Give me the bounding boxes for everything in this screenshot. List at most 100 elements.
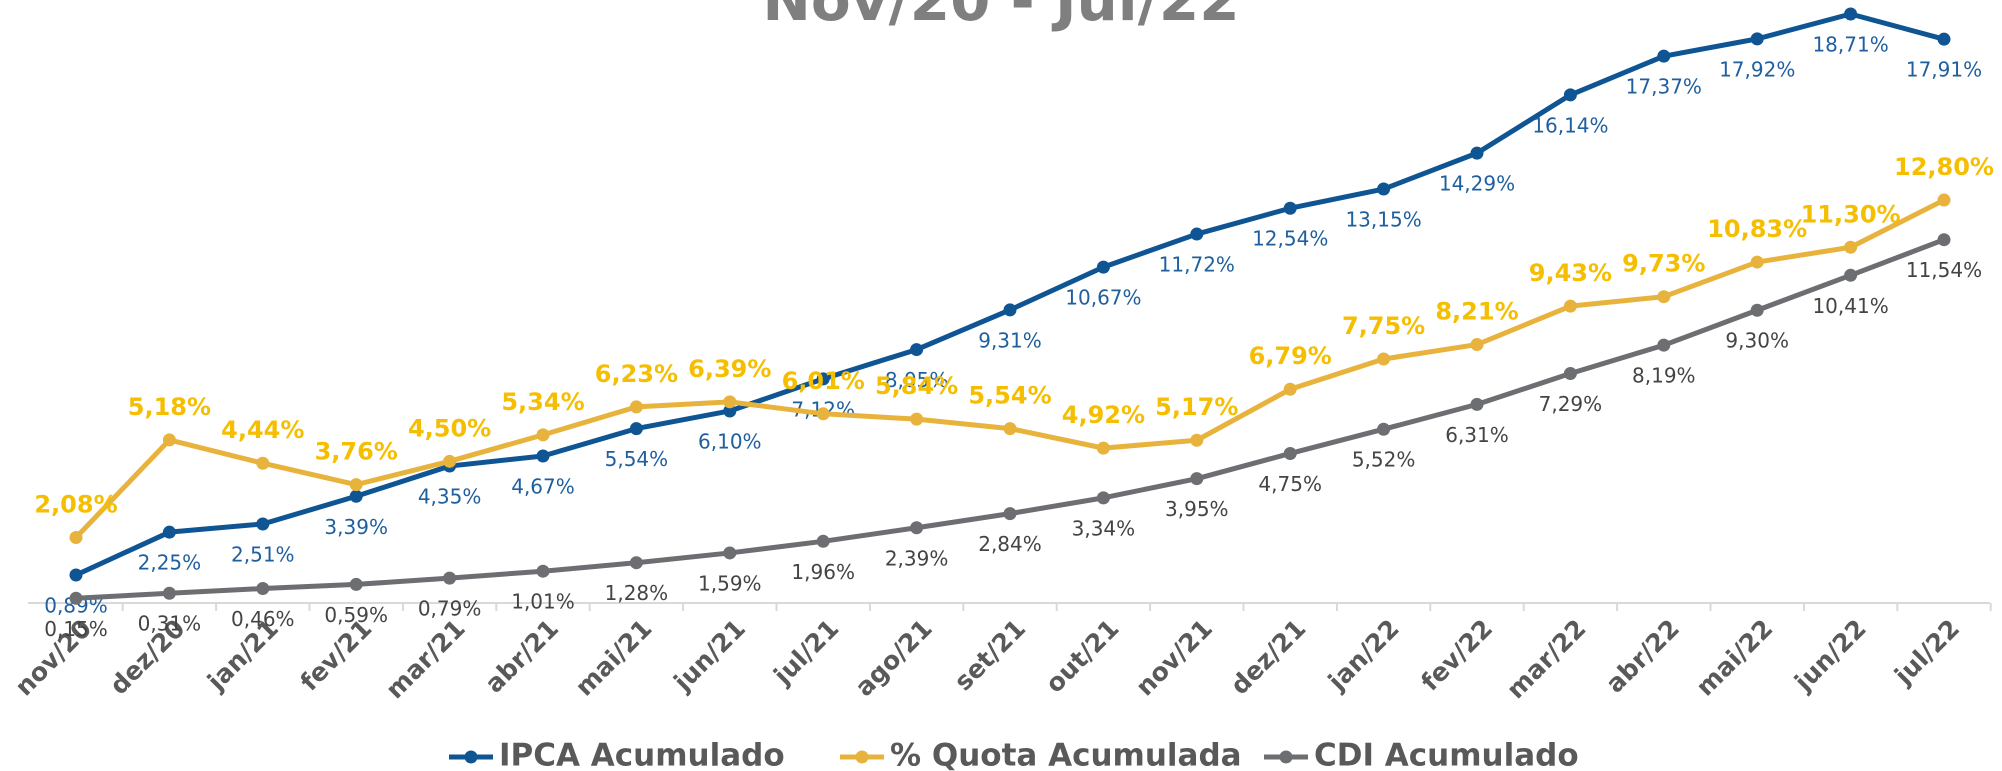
data-point [1563,299,1577,313]
data-point [629,556,643,570]
data-point [816,534,830,548]
x-tick-label: mai/21 [570,614,658,702]
data-point [1937,32,1951,46]
chart-title: Nov/20 - Jul/22 [762,0,1239,34]
x-tick-label: nov/21 [1130,614,1218,702]
x-tick-label: mai/22 [1690,614,1778,702]
data-label: 17,37% [1626,75,1702,99]
data-point [536,428,550,442]
data-point [256,517,270,531]
data-label: 9,31% [978,328,1042,352]
data-point [1470,146,1484,160]
data-label: 9,43% [1529,259,1612,287]
data-label: 5,84% [875,372,958,400]
data-point [1190,227,1204,241]
x-tick-label: abr/22 [1600,614,1685,699]
data-point [69,568,83,582]
data-label: 3,39% [324,515,388,539]
data-label: 8,21% [1435,298,1518,326]
data-label: 5,54% [968,382,1051,410]
data-point [536,449,550,463]
data-point [1470,338,1484,352]
data-label: 6,10% [698,429,762,453]
data-point [1283,201,1297,215]
data-label: 3,95% [1165,497,1229,521]
data-point [1190,433,1204,447]
data-point [1003,507,1017,521]
data-point [162,586,176,600]
data-point [816,372,830,386]
data-point [349,478,363,492]
data-label: 9,73% [1622,250,1705,278]
data-label: 6,79% [1249,342,1332,370]
data-label: 5,52% [1352,448,1416,472]
data-point [1563,367,1577,381]
data-point [256,456,270,470]
data-label: 1,59% [698,571,762,595]
data-label: 0,15% [44,617,108,641]
data-label: 8,05% [885,368,949,392]
x-tick-label: jun/21 [667,614,751,698]
data-point [629,400,643,414]
x-tick-label: jul/22 [1888,614,1965,691]
data-point [349,577,363,591]
x-tick-label: ago/21 [849,614,937,702]
data-label: 4,35% [418,485,482,509]
data-point [1377,352,1391,366]
data-label: 4,44% [221,416,304,444]
data-label: 3,34% [1072,516,1136,540]
data-label: 0,46% [231,607,295,631]
data-label: 9,30% [1725,329,1789,353]
x-tick-label: jul/21 [767,614,844,691]
data-point [1750,303,1764,317]
data-point [1937,193,1951,207]
data-label: 6,01% [782,367,865,395]
data-label: 5,54% [605,447,669,471]
legend-label: CDI Acumulado [1314,738,1579,771]
data-point [1657,290,1671,304]
data-point [1096,260,1110,274]
data-label: 2,25% [138,551,202,575]
data-point [69,531,83,545]
data-point [349,489,363,503]
data-label: 12,80% [1894,153,1994,181]
data-label: 1,01% [511,590,575,614]
data-point [1470,397,1484,411]
data-label: 10,83% [1707,215,1807,243]
data-point [1096,491,1110,505]
legend-marker [855,750,869,764]
data-label: 17,92% [1719,57,1795,81]
data-point [910,343,924,357]
data-label: 14,29% [1439,172,1515,196]
data-label: 11,30% [1801,200,1901,228]
data-point [162,433,176,447]
data-label: 12,54% [1252,227,1328,251]
data-point [1563,88,1577,102]
data-point [1283,446,1297,460]
x-tick-label: mar/21 [380,614,471,705]
data-point [256,582,270,596]
data-point [723,546,737,560]
x-tick-label: mar/22 [1501,614,1592,705]
data-label: 2,08% [34,491,117,519]
data-label: 17,91% [1906,58,1982,82]
data-label: 2,39% [885,546,949,570]
data-point [1096,441,1110,455]
data-point [1844,268,1858,282]
data-point [629,422,643,436]
data-label: 13,15% [1345,208,1421,232]
x-tick-label: set/21 [949,614,1032,697]
data-label: 2,51% [231,542,295,566]
data-label: 8,19% [1632,364,1696,388]
data-point [443,571,457,585]
data-label: 0,31% [138,612,202,636]
data-point [1003,303,1017,317]
data-label: 4,75% [1258,472,1322,496]
data-label: 7,75% [1342,312,1425,340]
data-label: 6,39% [688,355,771,383]
data-label: 4,92% [1062,401,1145,429]
data-label: 0,79% [418,597,482,621]
legend-label: % Quota Acumulada [890,738,1242,771]
x-tick-label: abr/21 [479,614,564,699]
